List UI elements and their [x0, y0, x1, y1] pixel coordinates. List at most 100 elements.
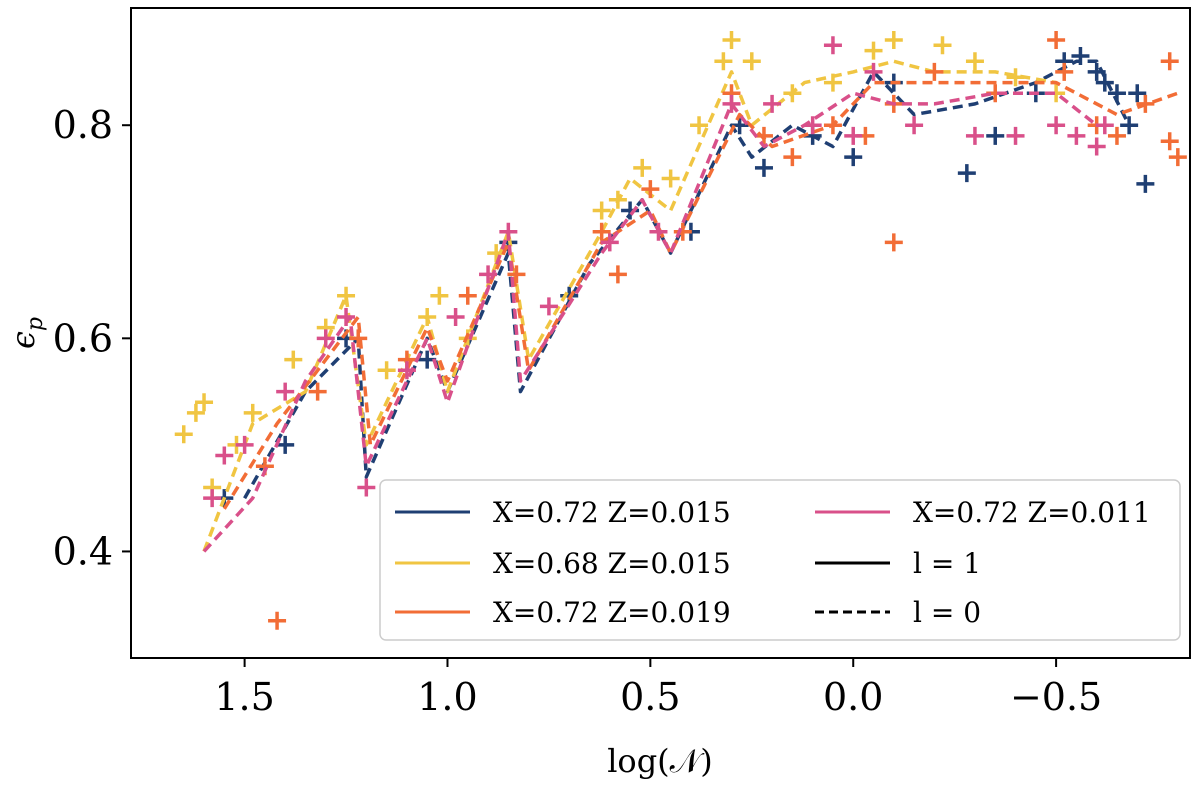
- data-point: [965, 52, 984, 71]
- data-point: [823, 116, 842, 135]
- data-point: [1047, 30, 1066, 49]
- data-point: [592, 201, 611, 220]
- legend-item: X=0.68 Z=0.015: [395, 547, 731, 580]
- data-point: [276, 435, 295, 454]
- data-point: [933, 36, 952, 55]
- legend-label: X=0.72 Z=0.011: [913, 496, 1151, 529]
- data-point: [1067, 126, 1086, 145]
- data-point: [823, 36, 842, 55]
- y-tick-label: 0.6: [53, 316, 113, 360]
- y-axis: 0.4 0.6 0.8: [53, 103, 131, 573]
- data-point: [1087, 62, 1106, 81]
- legend: X=0.72 Z=0.015 X=0.68 Z=0.015 X=0.72 Z=0.0…: [379, 479, 1181, 641]
- data-point: [1160, 132, 1179, 151]
- data-point: [1095, 116, 1114, 135]
- legend-label: l = 1: [913, 547, 981, 580]
- data-point: [1168, 148, 1187, 167]
- x-tick-label: 1.0: [417, 675, 477, 719]
- legend-box: [379, 479, 1181, 641]
- data-point: [633, 158, 652, 177]
- data-point: [539, 297, 558, 316]
- series-2: [174, 30, 1066, 553]
- y-tick-label: 0.8: [53, 103, 113, 147]
- data-point: [905, 116, 924, 135]
- legend-item: l = 0: [815, 596, 981, 629]
- data-point: [337, 308, 356, 327]
- plot-frame: [130, 7, 1191, 659]
- data-point: [203, 489, 222, 508]
- data-point: [1107, 84, 1126, 103]
- y-axis-label-group: ϵp: [4, 317, 48, 349]
- data-point: [608, 265, 627, 284]
- legend-item: X=0.72 Z=0.015: [395, 496, 731, 529]
- data-point: [844, 126, 863, 145]
- data-point: [844, 148, 863, 167]
- data-point: [195, 393, 214, 412]
- series-1: [215, 46, 1155, 508]
- data-point: [690, 116, 709, 135]
- data-point: [349, 329, 368, 348]
- y-axis-label: ϵp: [4, 317, 48, 349]
- data-point: [592, 222, 611, 241]
- x-tick-label: 0.0: [823, 675, 883, 719]
- data-point: [714, 52, 733, 71]
- data-point: [1128, 84, 1147, 103]
- data-point: [243, 403, 262, 422]
- legend-item: l = 1: [815, 547, 981, 580]
- data-point: [600, 233, 619, 252]
- data-point: [763, 94, 782, 113]
- data-point: [418, 308, 437, 327]
- data-point: [661, 169, 680, 188]
- legend-label: X=0.72 Z=0.015: [493, 496, 731, 529]
- data-point: [957, 164, 976, 183]
- data-point: [1047, 116, 1066, 135]
- data-point: [1120, 116, 1139, 135]
- data-point: [742, 52, 761, 71]
- data-point: [783, 148, 802, 167]
- data-point: [754, 158, 773, 177]
- data-point: [1107, 126, 1126, 145]
- data-point: [215, 446, 234, 465]
- data-point: [722, 30, 741, 49]
- data-point: [479, 265, 498, 284]
- data-point: [276, 382, 295, 401]
- data-point: [823, 73, 842, 92]
- data-point: [308, 382, 327, 401]
- series-4: [202, 36, 1114, 553]
- data-point: [864, 62, 883, 81]
- data-point: [1160, 52, 1179, 71]
- data-point: [235, 435, 254, 454]
- plot-area: [174, 30, 1187, 630]
- y-axis-label-main: ϵ: [4, 331, 42, 349]
- data-point: [1136, 94, 1155, 113]
- legend-label: X=0.72 Z=0.019: [493, 596, 731, 629]
- data-point: [673, 222, 692, 241]
- data-point: [1087, 137, 1106, 156]
- legend-label: X=0.68 Z=0.015: [493, 547, 731, 580]
- legend-item: X=0.72 Z=0.019: [395, 596, 731, 629]
- data-point: [1136, 174, 1155, 193]
- series-line: [222, 80, 1179, 510]
- data-point: [337, 286, 356, 305]
- data-point: [499, 222, 518, 241]
- data-point: [397, 361, 416, 380]
- data-point: [608, 190, 627, 209]
- series-line: [202, 59, 1057, 553]
- data-point: [986, 126, 1005, 145]
- data-point: [1055, 62, 1074, 81]
- data-point: [507, 265, 526, 284]
- data-point: [864, 41, 883, 60]
- data-point: [268, 611, 287, 630]
- data-point: [284, 350, 303, 369]
- x-tick-label: 0.5: [620, 675, 680, 719]
- x-tick-label: −0.5: [1010, 675, 1102, 719]
- y-axis-label-sub: p: [23, 317, 48, 331]
- data-point: [430, 286, 449, 305]
- data-point: [1071, 46, 1090, 65]
- legend-item: X=0.72 Z=0.011: [815, 496, 1151, 529]
- y-tick-label: 0.4: [53, 529, 113, 573]
- data-point: [884, 30, 903, 49]
- legend-label: l = 0: [913, 596, 981, 629]
